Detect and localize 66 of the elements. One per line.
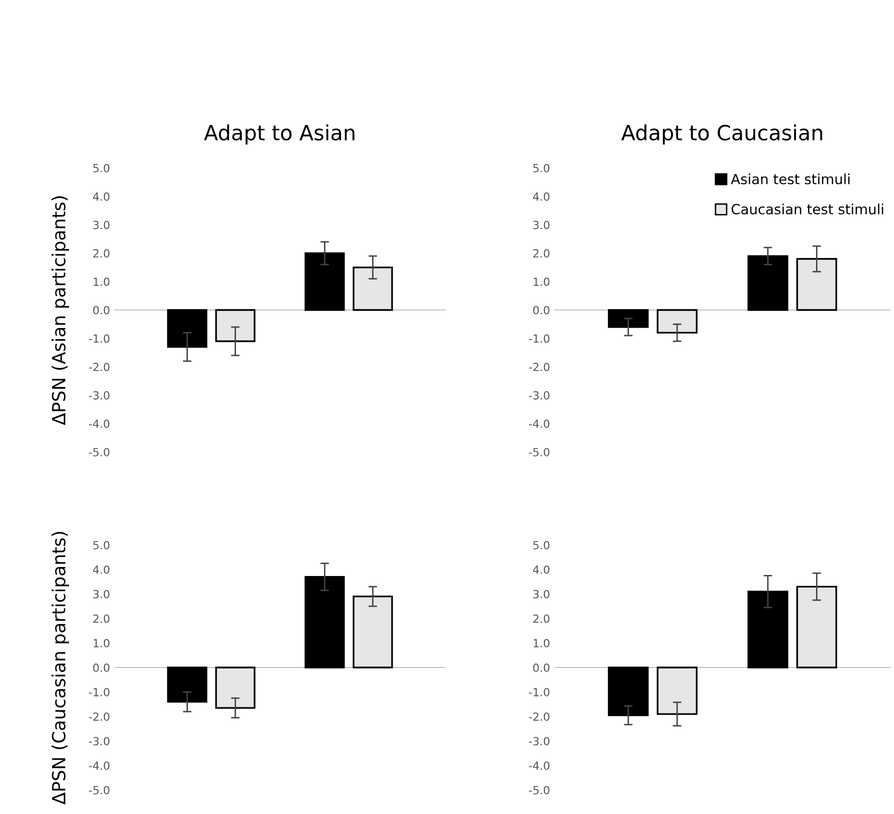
y-tick-label: -5.0 — [89, 786, 110, 794]
y-tick-label: 3.0 — [93, 590, 110, 598]
y-tick-label: 5.0 — [93, 540, 110, 550]
y-tick-label: 2.0 — [93, 614, 110, 623]
y-tick-label: -5.0 — [529, 786, 550, 794]
y-tick-label: 2.0 — [533, 249, 550, 258]
y-tick-label: -2.0 — [89, 362, 110, 372]
y-tick-label: -4.0 — [529, 420, 550, 428]
bar — [167, 309, 208, 348]
y-tick-label: 0.0 — [533, 306, 550, 314]
bar — [352, 596, 393, 668]
y-tick-label: 5.0 — [533, 164, 550, 172]
bar — [796, 586, 838, 668]
y-tick-label: -3.0 — [529, 736, 550, 746]
y-tick-label: 1.0 — [94, 278, 110, 286]
y-tick-label: 0.0 — [93, 663, 110, 672]
y-tick-label: -2.0 — [529, 712, 550, 721]
legend-label: Caucasian test stimuli — [732, 204, 884, 214]
y-tick-label: -4.0 — [89, 761, 110, 770]
y-tick-label: 2.0 — [533, 614, 550, 623]
bar — [747, 590, 788, 668]
y-tick-label: 5.0 — [533, 540, 550, 550]
y-tick-label: 3.0 — [533, 220, 550, 230]
y-tick-label: 0.0 — [533, 663, 550, 672]
y-tick-label: -5.0 — [529, 448, 550, 456]
y-tick-label: -5.0 — [89, 448, 110, 456]
y-tick-label: 4.0 — [533, 192, 550, 201]
bar — [167, 666, 208, 703]
y-tick-label: -4.0 — [89, 420, 110, 428]
y-tick-label: -3.0 — [89, 391, 110, 400]
y-tick-label: 4.0 — [93, 565, 110, 574]
y-tick-label: 0.0 — [93, 306, 110, 314]
y-tick-label: -1.0 — [529, 688, 550, 696]
y-tick-label: 2.0 — [93, 249, 110, 258]
y-tick-label: 1.0 — [94, 638, 110, 648]
y-tick-label: 3.0 — [533, 590, 550, 598]
bar — [796, 258, 838, 311]
bar — [608, 666, 649, 716]
bar — [656, 666, 698, 715]
y-axis-title: ΔPSN (Asian participants) — [52, 196, 70, 426]
y-tick-label: -3.0 — [89, 736, 110, 746]
bar — [304, 252, 345, 311]
bar — [747, 255, 788, 311]
y-tick-label: 4.0 — [533, 565, 550, 574]
bar — [215, 309, 256, 342]
bar — [608, 309, 649, 328]
y-tick-label: -2.0 — [529, 362, 550, 372]
legend-label: Asian test stimuli — [730, 174, 850, 184]
chart-title: Adapt to Caucasian — [621, 124, 822, 145]
y-tick-label: -1.0 — [89, 688, 110, 696]
bar — [215, 666, 256, 709]
chart-title: Adapt to Asian — [204, 124, 354, 145]
y-tick-label: 4.0 — [93, 192, 110, 201]
y-tick-label: 1.0 — [534, 638, 550, 648]
bar — [304, 576, 345, 668]
y-tick-label: -4.0 — [529, 761, 550, 770]
y-tick-label: 1.0 — [534, 278, 550, 286]
y-tick-label: -1.0 — [529, 334, 550, 343]
y-tick-label: -2.0 — [89, 712, 110, 721]
y-tick-label: 3.0 — [93, 220, 110, 230]
y-tick-label: -1.0 — [89, 334, 110, 343]
bar — [352, 266, 393, 311]
bar — [656, 309, 698, 334]
y-tick-label: 5.0 — [93, 164, 110, 172]
y-tick-label: -3.0 — [529, 391, 550, 400]
y-axis-title: ΔPSN (Caucasian participants) — [52, 532, 70, 804]
